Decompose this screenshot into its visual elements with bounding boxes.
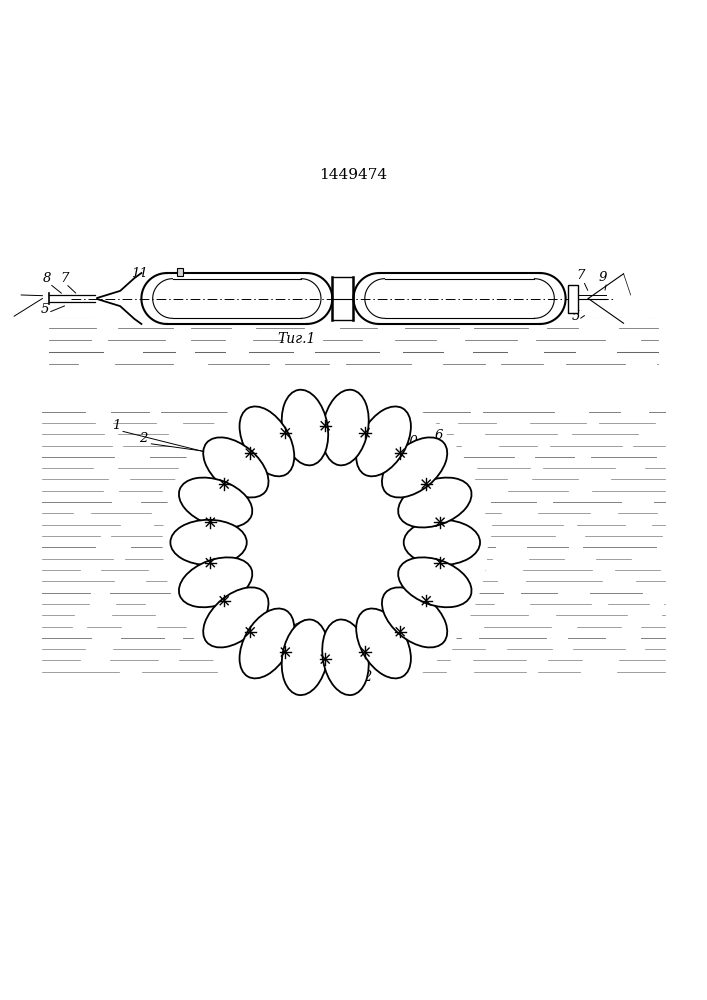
Text: Τиг.2: Τиг.2 [334,670,373,684]
Ellipse shape [404,520,480,565]
Text: 9: 9 [599,271,607,284]
Ellipse shape [281,390,328,465]
Text: 6: 6 [435,429,443,442]
Text: 5: 5 [571,310,580,323]
Polygon shape [163,381,487,704]
Bar [177,268,183,276]
Ellipse shape [398,478,472,527]
Ellipse shape [179,557,252,607]
Ellipse shape [356,609,411,678]
Ellipse shape [179,478,252,527]
Text: 11: 11 [131,267,148,280]
Polygon shape [49,295,95,302]
Polygon shape [254,471,397,614]
Polygon shape [354,273,566,324]
Text: 2: 2 [139,432,147,445]
Text: 5: 5 [41,303,49,316]
Ellipse shape [382,587,448,647]
Ellipse shape [203,587,269,647]
Text: 1: 1 [112,419,120,432]
Ellipse shape [240,406,294,476]
Ellipse shape [281,619,328,695]
Ellipse shape [398,557,472,607]
Ellipse shape [322,619,369,695]
Text: 7: 7 [576,269,585,282]
Ellipse shape [170,520,247,565]
Text: 1449474: 1449474 [320,168,387,182]
Text: 7: 7 [60,272,69,285]
Polygon shape [365,279,554,318]
Polygon shape [42,260,665,316]
Text: Τиг.1: Τиг.1 [278,332,316,346]
Ellipse shape [322,390,369,465]
Text: 8: 8 [42,272,51,285]
Polygon shape [95,273,141,324]
Bar [568,285,578,313]
Ellipse shape [356,406,411,476]
Polygon shape [141,273,332,324]
Ellipse shape [203,437,269,497]
Ellipse shape [382,437,448,497]
Ellipse shape [240,609,294,678]
Text: 10: 10 [240,635,257,648]
Text: 10: 10 [401,435,418,448]
Polygon shape [153,279,321,318]
Polygon shape [254,471,397,614]
